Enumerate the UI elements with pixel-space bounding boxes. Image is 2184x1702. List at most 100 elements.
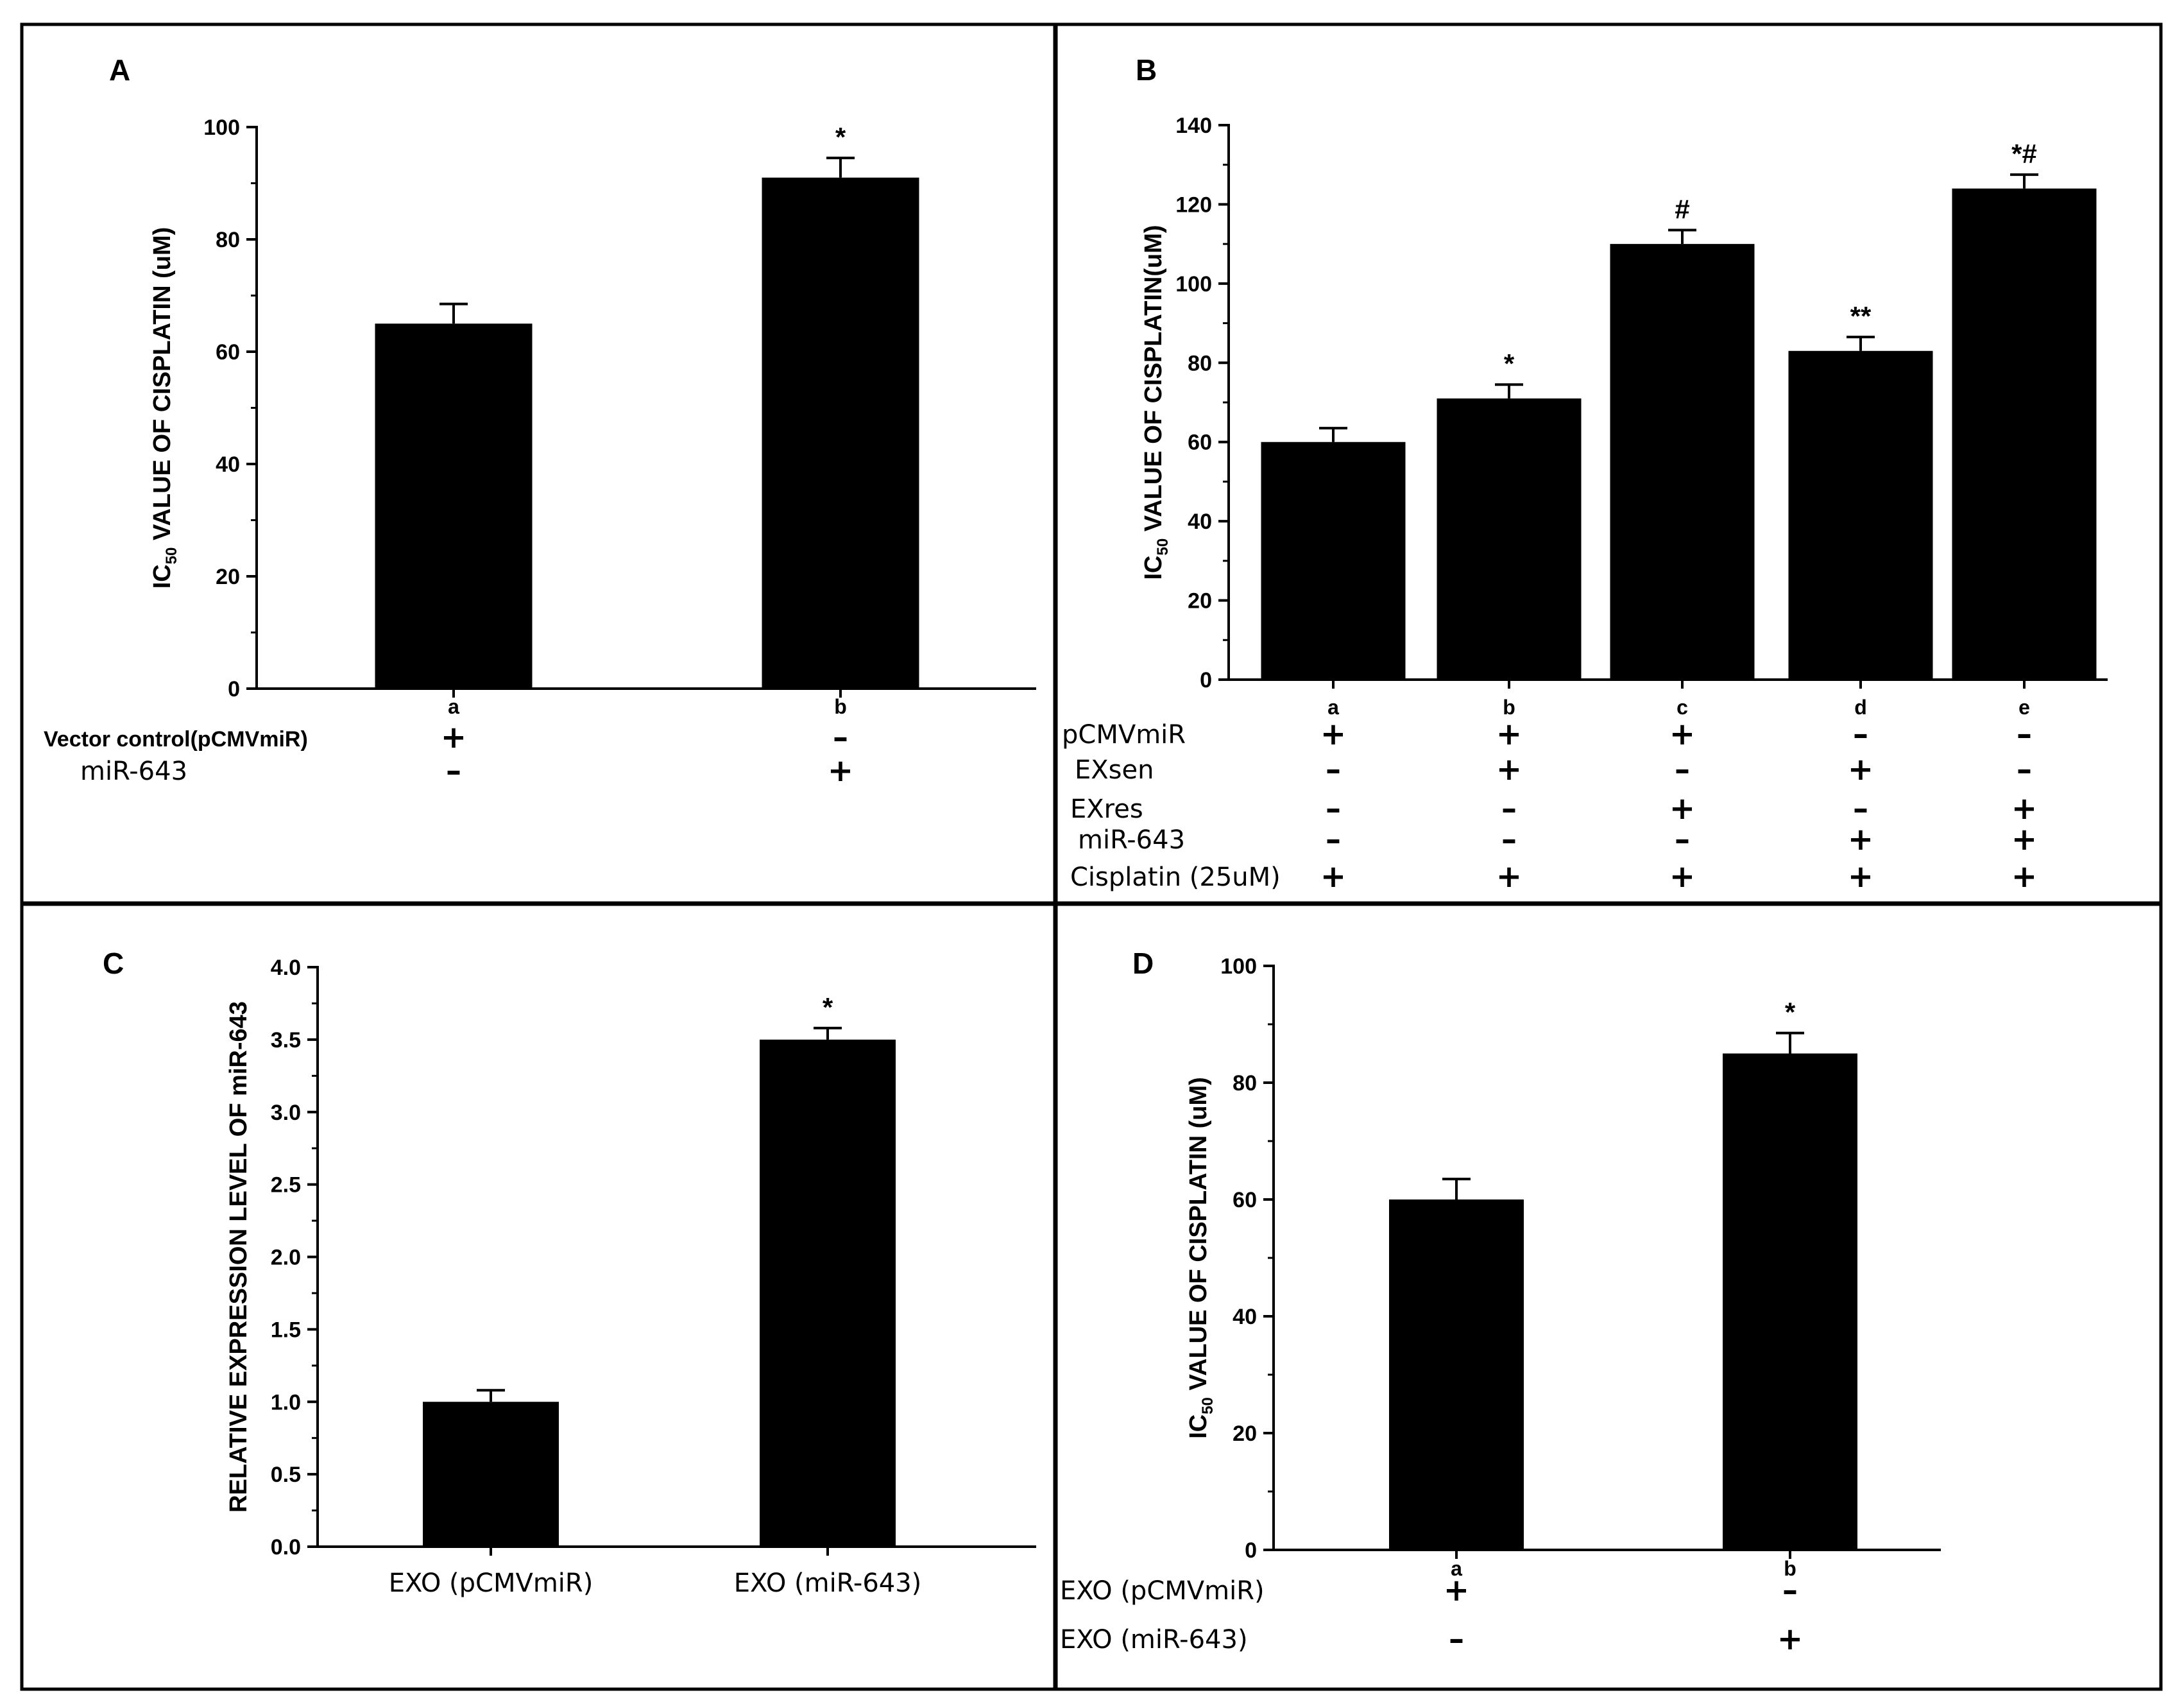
bar bbox=[1723, 1053, 1857, 1550]
bar bbox=[1261, 442, 1406, 680]
condition-label: miR-643 bbox=[80, 757, 187, 786]
bar bbox=[423, 1402, 559, 1547]
condition-sign: + bbox=[1848, 752, 1873, 787]
condition-sign: + bbox=[1669, 716, 1695, 752]
y-tick-label: 0 bbox=[1200, 668, 1212, 692]
x-category-label: e bbox=[2018, 696, 2030, 719]
y-tick-label: 2.5 bbox=[271, 1173, 301, 1198]
condition-sign: – bbox=[2017, 752, 2032, 787]
panel-letter: D bbox=[1132, 947, 1154, 980]
x-category-label: EXO (pCMVmiR) bbox=[389, 1569, 593, 1598]
bar bbox=[1788, 350, 1933, 680]
significance-mark: ** bbox=[1850, 301, 1872, 331]
x-category-label: b bbox=[834, 695, 847, 718]
y-tick-label: 20 bbox=[1188, 589, 1212, 614]
panel-c: C 0.0 0.5 1.0 1.5 2.0 2.5 3.0 3.5 4.0 RELATIVE EXP… bbox=[103, 947, 1036, 1598]
condition-label: Cisplatin (25uM) bbox=[1070, 863, 1281, 892]
x-category-label: EXO (miR-643) bbox=[734, 1569, 922, 1598]
y-tick-label: 4.0 bbox=[271, 956, 301, 980]
x-category-label: b bbox=[1503, 696, 1515, 719]
y-tick-label: 20 bbox=[216, 565, 240, 589]
bar bbox=[1952, 188, 2097, 680]
y-tick-label: 80 bbox=[1188, 351, 1212, 375]
y-tick-label: 0.5 bbox=[271, 1463, 301, 1487]
y-tick-label: 2.0 bbox=[271, 1246, 301, 1270]
x-category-label: a bbox=[1327, 696, 1339, 719]
condition-sign: + bbox=[1320, 716, 1346, 752]
condition-sign: + bbox=[441, 719, 466, 755]
condition-sign: – bbox=[1326, 791, 1341, 827]
condition-sign: + bbox=[1496, 716, 1522, 752]
condition-sign: + bbox=[1848, 859, 1873, 895]
significance-mark: * bbox=[823, 992, 833, 1022]
y-axis-label: IC50 VALUE OF CISPLATIN (uM) bbox=[1185, 1077, 1216, 1439]
condition-sign: + bbox=[2011, 821, 2037, 857]
condition-label: miR-643 bbox=[1078, 825, 1185, 855]
significance-mark: * bbox=[1785, 997, 1796, 1027]
condition-label: pCMVmiR bbox=[1062, 720, 1186, 750]
significance-mark: * bbox=[835, 122, 846, 152]
condition-sign: + bbox=[1669, 791, 1695, 827]
condition-sign: – bbox=[1853, 716, 1868, 752]
condition-sign: + bbox=[1848, 821, 1873, 857]
y-tick-label: 0.0 bbox=[271, 1535, 301, 1560]
condition-sign: + bbox=[1444, 1572, 1469, 1608]
condition-label: Vector control(pCMVmiR) bbox=[44, 727, 308, 752]
panel-letter: B bbox=[1136, 53, 1157, 87]
y-tick-label: 40 bbox=[1188, 510, 1212, 534]
y-tick-label: 80 bbox=[1233, 1071, 1257, 1096]
bar bbox=[1389, 1199, 1524, 1550]
y-tick-label: 3.5 bbox=[271, 1028, 301, 1053]
condition-sign: – bbox=[446, 753, 461, 789]
condition-label: EXres bbox=[1070, 795, 1143, 824]
condition-sign: + bbox=[2011, 791, 2037, 827]
bar bbox=[1610, 244, 1755, 680]
condition-sign: + bbox=[1496, 859, 1522, 895]
condition-sign: – bbox=[1501, 821, 1517, 857]
condition-sign: – bbox=[1675, 752, 1690, 787]
condition-sign: – bbox=[833, 719, 848, 755]
y-tick-label: 1.0 bbox=[271, 1390, 301, 1414]
significance-mark: # bbox=[1675, 194, 1689, 225]
panel-letter: C bbox=[103, 947, 124, 980]
y-tick-label: 20 bbox=[1233, 1422, 1257, 1446]
y-tick-label: 0 bbox=[1245, 1538, 1257, 1563]
condition-label: EXO (miR-643) bbox=[1060, 1625, 1248, 1655]
y-tick-label: 140 bbox=[1175, 114, 1212, 138]
y-tick-label: 100 bbox=[203, 116, 240, 140]
panel-d: D 0 20 40 60 80 100 IC50 VALUE OF CISPLATIN (uM… bbox=[1060, 947, 1941, 1657]
condition-sign: + bbox=[1496, 752, 1522, 787]
condition-sign: + bbox=[1320, 859, 1346, 895]
y-tick-label: 120 bbox=[1175, 193, 1212, 217]
y-tick-label: 100 bbox=[1175, 272, 1212, 297]
x-category-label: b bbox=[1784, 1557, 1796, 1580]
y-tick-label: 3.0 bbox=[271, 1101, 301, 1125]
significance-mark: *# bbox=[2011, 139, 2037, 169]
x-category-label: c bbox=[1676, 696, 1688, 719]
y-tick-label: 60 bbox=[1188, 431, 1212, 455]
y-tick-label: 60 bbox=[1233, 1188, 1257, 1212]
y-tick-label: 40 bbox=[216, 452, 240, 477]
panel-letter: A bbox=[109, 53, 130, 87]
panel-a: A 0 20 40 60 80 100 IC50 VALUE OF CISPLATIN (uM… bbox=[44, 53, 1036, 789]
panel-b: B 0 20 40 60 80 100 120 140 IC50 VALUE OF CISPLAT… bbox=[1062, 53, 2108, 895]
bar bbox=[375, 323, 533, 689]
bar bbox=[762, 177, 919, 689]
y-axis-label: IC50 VALUE OF CISPLATIN(uM) bbox=[1140, 225, 1172, 580]
condition-sign: – bbox=[1782, 1572, 1798, 1608]
y-tick-label: 1.5 bbox=[271, 1318, 301, 1342]
condition-sign: + bbox=[2011, 859, 2037, 895]
significance-mark: * bbox=[1504, 348, 1515, 379]
condition-sign: – bbox=[1449, 1621, 1464, 1657]
x-category-label: d bbox=[1854, 696, 1867, 719]
condition-sign: – bbox=[1326, 752, 1341, 787]
y-tick-label: 60 bbox=[216, 340, 240, 365]
condition-sign: – bbox=[2017, 716, 2032, 752]
condition-label: EXO (pCMVmiR) bbox=[1060, 1576, 1265, 1606]
condition-sign: – bbox=[1501, 791, 1517, 827]
y-tick-label: 100 bbox=[1220, 954, 1257, 979]
y-tick-label: 0 bbox=[228, 677, 240, 701]
condition-sign: – bbox=[1675, 821, 1690, 857]
figure-frame bbox=[20, 22, 2163, 1691]
